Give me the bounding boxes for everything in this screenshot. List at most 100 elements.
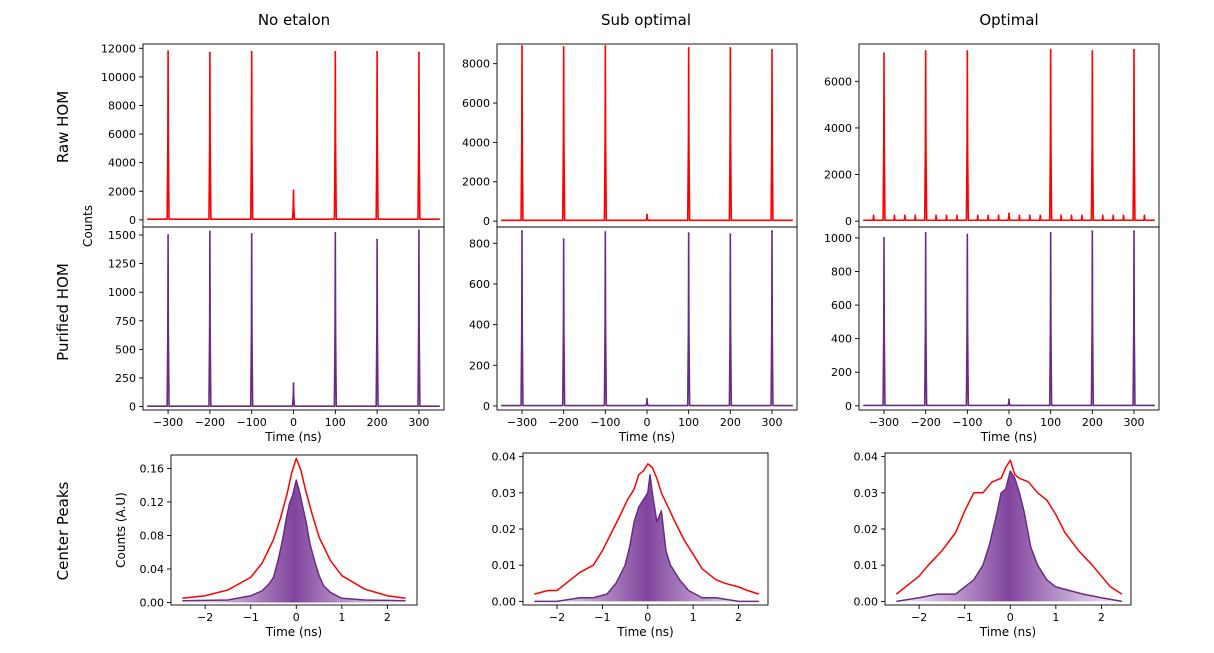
peak-point-2 xyxy=(966,233,969,236)
y-tick-label: 0.12 xyxy=(140,496,165,509)
x-tick-label: 2 xyxy=(735,611,742,624)
y-tick-label: 200 xyxy=(831,366,852,379)
chart-raw-sub-optimal: 0 2000 4000 6000 8000 xyxy=(462,43,798,228)
series-line-raw xyxy=(147,50,440,220)
peak-point-3 xyxy=(292,189,295,192)
y-tick-label: 12000 xyxy=(101,42,136,55)
y-tick-label: 4000 xyxy=(108,157,136,170)
y-tick-label: 4000 xyxy=(824,122,852,135)
peak-point-2 xyxy=(966,50,969,52)
x-tick-label: 200 xyxy=(720,416,741,429)
y-tick-label: 6000 xyxy=(462,97,490,110)
peak-point-6 xyxy=(1133,230,1135,233)
x-tick-label: 200 xyxy=(367,416,388,429)
peak-point-6 xyxy=(771,49,773,51)
y-tick-label: 2000 xyxy=(108,185,136,198)
series-line-purified xyxy=(896,470,1123,603)
peak-point-0 xyxy=(521,230,523,232)
x-tick-label: 0 xyxy=(644,611,651,624)
x-tick-label: 300 xyxy=(762,416,783,429)
x-tick-label: −100 xyxy=(237,416,267,429)
y-tick-label: 400 xyxy=(469,319,490,332)
y-axis-label: Counts (A.U) xyxy=(114,492,128,568)
y-tick-label: 200 xyxy=(469,359,490,372)
y-tick-label: 0.00 xyxy=(854,595,879,608)
peak-point-6 xyxy=(771,230,773,232)
x-tick-label: −200 xyxy=(549,416,579,429)
chart-center-optimal: 0.00 0.01 0.02 0.03 0.04 −2 −1 0 1 2 Time (ns) xyxy=(854,451,1132,639)
series-line-purified xyxy=(534,473,759,603)
y-tick-label: 0.04 xyxy=(492,451,517,464)
peak-point-3 xyxy=(1008,212,1010,215)
x-tick-label: 200 xyxy=(1082,416,1103,429)
y-tick-label: 800 xyxy=(831,265,852,278)
x-tick-label: 1 xyxy=(338,611,345,624)
x-tick-label: −2 xyxy=(197,611,213,624)
peak-point-1 xyxy=(562,46,565,48)
row-title-purified-hom: Purified HOM xyxy=(54,263,72,361)
chart-center-no-etalon: 0.00 0.04 0.08 0.12 0.16 −2 −1 0 1 2 Time (ns) Coun… xyxy=(114,454,418,639)
x-tick-label: −200 xyxy=(911,416,941,429)
x-tick-label: 0 xyxy=(644,416,651,429)
y-tick-label: 800 xyxy=(469,237,490,250)
chart-purified-optimal: 0 200 400 600 800 1000 −300 −200 −100 0 100 200 300 T… xyxy=(824,226,1160,444)
y-tick-label: 0.03 xyxy=(854,487,879,500)
plot-area xyxy=(182,457,406,603)
peak-point-5 xyxy=(376,238,379,241)
axes-frame xyxy=(496,226,798,411)
x-axis-label: Time (ns) xyxy=(616,625,673,639)
column-title-optimal: Optimal xyxy=(979,11,1038,29)
plot-area xyxy=(534,463,760,603)
chart-center-sub-optimal: 0.00 0.01 0.02 0.03 0.04 −2 −1 0 1 2 Time (ns) xyxy=(492,451,769,639)
x-tick-label: 2 xyxy=(384,611,391,624)
plots: 0200040006000800010000120000200040006000… xyxy=(101,42,1160,639)
x-tick-label: 100 xyxy=(678,416,699,429)
y-tick-label: 0.00 xyxy=(140,596,165,609)
y-tick-label: 0 xyxy=(483,400,490,413)
plot-area xyxy=(147,50,440,220)
y-tick-label: 1000 xyxy=(824,232,852,245)
x-tick-label: 2 xyxy=(1098,611,1105,624)
peak-point-5 xyxy=(729,47,732,49)
peak-point-0 xyxy=(883,237,885,239)
chart-raw-no-etalon: 0 2000 4000 6000 8000 10000 12000 xyxy=(101,42,445,228)
y-tick-label: 0.16 xyxy=(140,462,165,475)
y-tick-label: 1250 xyxy=(108,258,136,271)
y-tick-label: 0 xyxy=(483,215,490,228)
x-tick-label: −200 xyxy=(195,416,225,429)
x-tick-label: 0 xyxy=(290,416,297,429)
y-tick-label: 0 xyxy=(845,215,852,228)
peak-point-1 xyxy=(208,230,211,233)
peak-point-4 xyxy=(334,50,337,53)
peak-point-1 xyxy=(924,231,927,234)
axes-frame xyxy=(170,454,418,606)
x-tick-label: 300 xyxy=(408,416,429,429)
peak-point-0 xyxy=(167,50,169,53)
x-tick-label: −100 xyxy=(590,416,620,429)
peak-point-5 xyxy=(376,50,379,53)
axes-frame xyxy=(858,226,1160,411)
series-line-purified xyxy=(863,230,1155,407)
x-tick-label: −300 xyxy=(153,416,183,429)
y-tick-label: 0.01 xyxy=(854,559,879,572)
peak-point-3 xyxy=(1008,398,1010,401)
x-axis-label: Time (ns) xyxy=(979,625,1036,639)
peak-point-3 xyxy=(646,397,648,400)
peak-point-1 xyxy=(208,51,211,54)
row-title-raw-hom: Raw HOM xyxy=(54,91,72,163)
y-tick-label: 8000 xyxy=(462,58,490,71)
peak-point-6 xyxy=(418,51,420,54)
peak-point-5 xyxy=(729,233,732,236)
row-title-center-peaks: Center Peaks xyxy=(54,481,72,580)
peak-point-6 xyxy=(418,229,420,232)
y-tick-label: 250 xyxy=(115,372,136,385)
y-tick-label: 2000 xyxy=(824,169,852,182)
y-tick-label: 8000 xyxy=(108,99,136,112)
peak-point-2 xyxy=(250,232,253,235)
x-tick-label: −1 xyxy=(594,611,610,624)
series-line-raw xyxy=(182,457,406,600)
series-line-raw xyxy=(534,463,760,595)
y-tick-label: 0.02 xyxy=(854,523,879,536)
y-tick-label: 600 xyxy=(831,299,852,312)
x-tick-label: 0 xyxy=(293,611,300,624)
